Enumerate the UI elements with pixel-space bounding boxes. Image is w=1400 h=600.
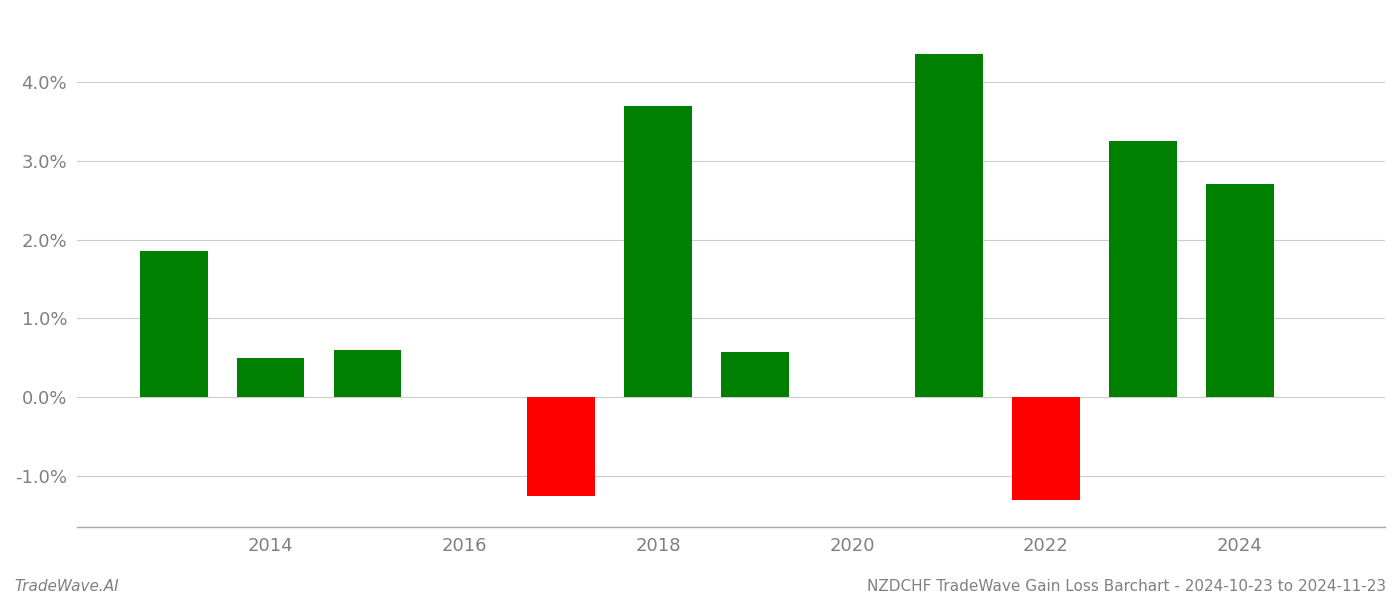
Bar [1109, 141, 1176, 397]
Text: NZDCHF TradeWave Gain Loss Barchart - 2024-10-23 to 2024-11-23: NZDCHF TradeWave Gain Loss Barchart - 20… [867, 579, 1386, 594]
Bar [333, 350, 402, 397]
Bar [624, 106, 692, 397]
Bar [140, 251, 207, 397]
Bar [237, 358, 304, 397]
Bar [1012, 397, 1079, 500]
Bar [1205, 184, 1274, 397]
Bar [721, 352, 790, 397]
Bar [528, 397, 595, 496]
Bar [916, 55, 983, 397]
Text: TradeWave.AI: TradeWave.AI [14, 579, 119, 594]
